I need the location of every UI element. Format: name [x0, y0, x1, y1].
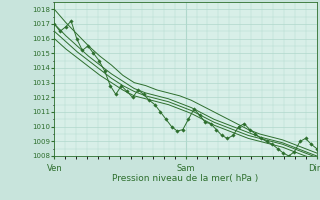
X-axis label: Pression niveau de la mer( hPa ): Pression niveau de la mer( hPa )	[112, 174, 259, 183]
